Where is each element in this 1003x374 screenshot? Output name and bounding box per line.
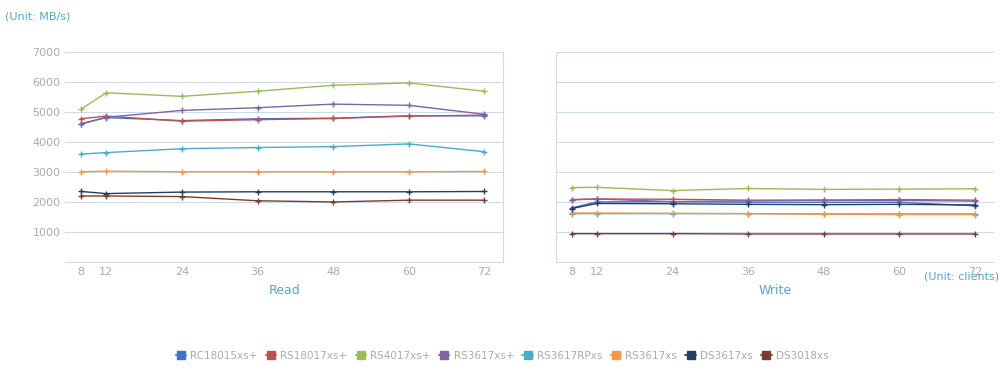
- Text: (Unit: MB/s): (Unit: MB/s): [5, 11, 70, 21]
- Text: (Unit: clients): (Unit: clients): [923, 271, 998, 281]
- Legend: RC18015xs+, RS18017xs+, RS4017xs+, RS3617xs+, RS3617RPxs, RS3617xs, DS3617xs, DS: RC18015xs+, RS18017xs+, RS4017xs+, RS361…: [172, 347, 831, 365]
- X-axis label: Read: Read: [268, 284, 300, 297]
- X-axis label: Write: Write: [757, 284, 790, 297]
